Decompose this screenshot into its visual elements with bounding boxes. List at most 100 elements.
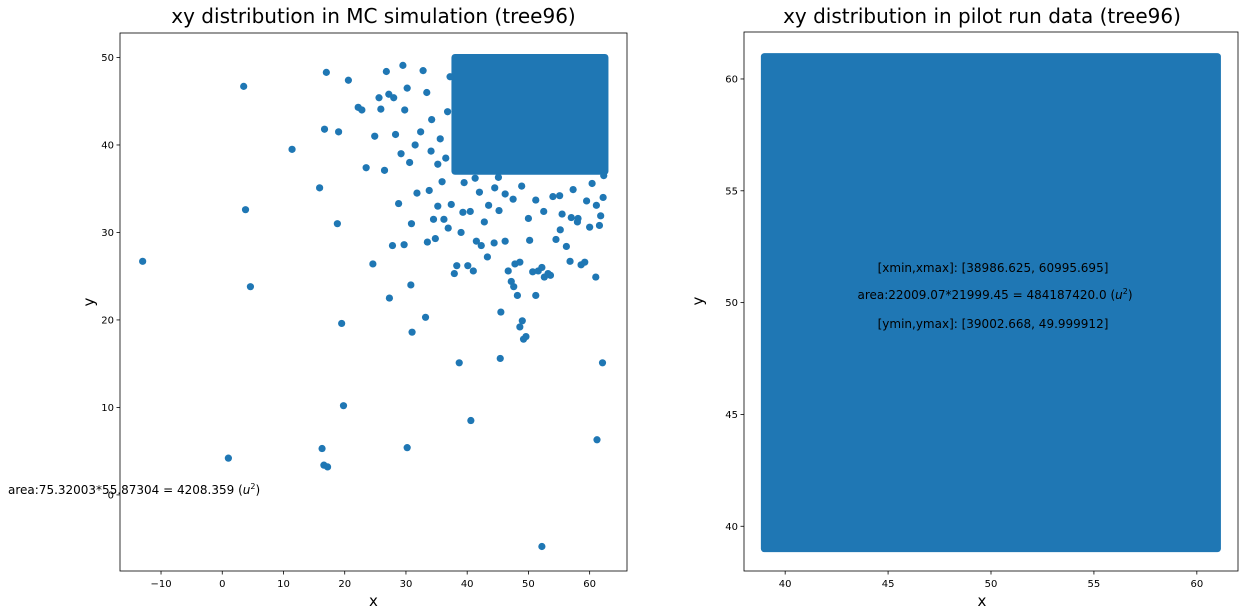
- left-scatter-point: [447, 200, 455, 209]
- left-scatter-point: [485, 201, 493, 209]
- left-scatter-point: [459, 208, 467, 216]
- left-scatter-point: [443, 108, 452, 116]
- left-scatter-point: [477, 241, 485, 250]
- left-scatter-point: [518, 317, 526, 325]
- right-area-text: area:22009.07*21999.45 = 484187420.0 (: [857, 288, 1115, 302]
- left-scatter-point: [333, 220, 341, 228]
- left-scatter-point: [532, 291, 540, 300]
- left-scatter-point: [401, 106, 409, 114]
- left-scatter-point: [224, 454, 232, 462]
- left-y-axis-ticks: 0 10 20 30 40 50: [101, 53, 120, 501]
- left-scatter-point: [464, 262, 472, 270]
- left-scatter-point: [362, 164, 370, 172]
- right-y-tick-label: 60: [725, 74, 738, 85]
- left-scatter-point: [510, 283, 518, 291]
- left-chart: −10 0 10 20 30 40 50 60 0 10 20 30 40 50 xy distribu…: [8, 4, 628, 610]
- right-dense-cluster: [760, 53, 1221, 553]
- left-scatter-point: [597, 212, 605, 220]
- left-scatter-point: [246, 283, 255, 291]
- left-scatter-point: [516, 323, 524, 331]
- left-x-tick-label: 30: [400, 579, 413, 590]
- left-scatter-point: [556, 226, 564, 234]
- left-scatter-point: [538, 263, 546, 272]
- left-scatter-point: [377, 105, 385, 113]
- left-scatter-point: [436, 135, 444, 143]
- left-scatter-point: [483, 253, 491, 261]
- left-scatter-point: [450, 269, 458, 278]
- left-scatter-point: [385, 294, 394, 302]
- left-scatter-point: [421, 313, 430, 321]
- left-scatter-point: [495, 206, 503, 215]
- right-y-tick-label: 55: [725, 186, 738, 197]
- right-chart-title: xy distribution in pilot run data (tree9…: [783, 4, 1181, 28]
- left-scatter-point: [552, 235, 560, 244]
- left-scatter-point: [532, 196, 540, 204]
- right-area-unit-exponent: 2: [1123, 287, 1128, 296]
- left-scatter-point: [529, 268, 537, 276]
- left-scatter-point: [592, 201, 600, 209]
- left-area-close: ): [255, 483, 260, 497]
- right-y-tick-label: 45: [725, 410, 738, 421]
- left-scatter-point: [444, 224, 452, 232]
- left-scatter-point: [540, 207, 548, 216]
- left-y-axis-label: y: [80, 297, 98, 306]
- left-scatter-point: [469, 267, 477, 275]
- left-scatter-point: [411, 141, 419, 149]
- left-scatter-point: [467, 416, 475, 425]
- left-scatter-point: [403, 84, 411, 92]
- left-y-tick-label: 30: [101, 228, 114, 239]
- left-x-tick-label: 20: [338, 579, 351, 590]
- left-scatter-point: [375, 94, 383, 102]
- left-scatter-point: [434, 202, 442, 210]
- left-scatter-point: [504, 267, 512, 275]
- left-chart-title: xy distribution in MC simulation (tree96…: [171, 4, 575, 28]
- left-scatter-point: [546, 271, 555, 279]
- left-scatter-point: [588, 179, 596, 188]
- right-area-annotation: area:22009.07*21999.45 = 484187420.0 (u2…: [857, 287, 1132, 302]
- left-scatter-point: [491, 184, 499, 192]
- left-y-tick-label: 0: [108, 490, 114, 501]
- left-scatter-point: [457, 228, 465, 237]
- left-scatter-point: [380, 166, 389, 174]
- left-scatter-point: [423, 238, 431, 246]
- left-scatter-point: [566, 257, 574, 265]
- left-scatter-point: [400, 241, 408, 249]
- left-scatter-point: [538, 542, 546, 551]
- left-scatter-point: [344, 76, 352, 84]
- left-scatter-point: [334, 128, 343, 136]
- left-scatter-point: [423, 88, 431, 97]
- left-scatter-point: [241, 206, 250, 214]
- left-scatter-point: [427, 147, 435, 155]
- left-x-tick-label: 60: [583, 579, 596, 590]
- left-scatter-point: [501, 237, 509, 245]
- left-scatter-point: [428, 116, 436, 124]
- left-scatter-point: [390, 94, 398, 102]
- left-scatter-point: [586, 223, 594, 231]
- left-scatter-point: [480, 218, 488, 226]
- right-xrange-annotation: [xmin,xmax]: [38986.625, 60995.695]: [878, 261, 1109, 275]
- left-scatter-point: [399, 61, 407, 69]
- left-scatter-point: [574, 214, 582, 223]
- left-scatter-point: [388, 241, 397, 250]
- right-y-axis-ticks: 40 45 50 55 60: [725, 74, 744, 533]
- left-scatter-point: [581, 258, 589, 266]
- left-scatter-point: [524, 214, 533, 223]
- left-area-text: area:75.32003*55.87304 = 4208.359 (: [8, 483, 243, 497]
- left-x-axis-ticks: −10 0 10 20 30 40 50 60: [150, 571, 596, 590]
- left-scatter-point: [408, 328, 416, 336]
- left-y-tick-label: 40: [101, 140, 114, 151]
- left-scatter-point: [369, 260, 377, 268]
- left-scatter-point: [288, 145, 296, 153]
- left-scatter-point: [407, 281, 415, 289]
- right-area-unit: u: [1115, 288, 1123, 302]
- left-scatter-point: [516, 258, 524, 266]
- left-scatter-point: [472, 237, 480, 245]
- left-scatter-point: [518, 182, 526, 190]
- left-scatter-point: [526, 236, 534, 244]
- left-scatter-point: [338, 319, 346, 328]
- left-scatter-point: [413, 189, 421, 197]
- left-scatter-point: [600, 171, 608, 180]
- left-scatter-point: [582, 197, 591, 205]
- left-scatter-point: [442, 154, 450, 162]
- left-scatter-point: [403, 444, 411, 452]
